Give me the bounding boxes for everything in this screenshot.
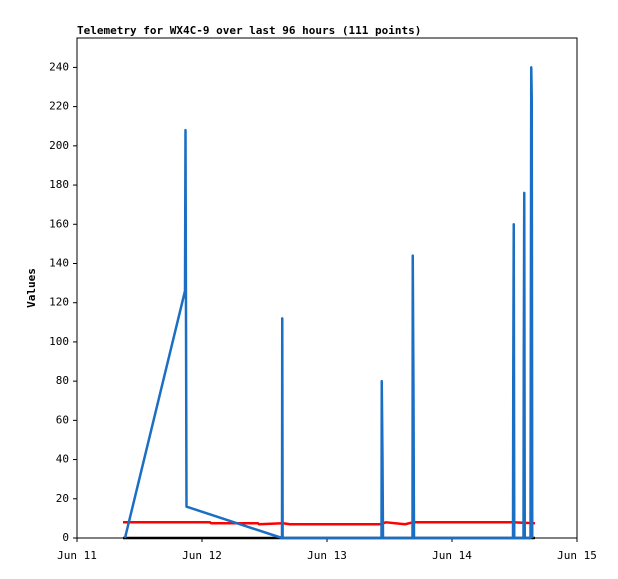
y-tick-label: 200 — [49, 139, 69, 152]
y-tick-label: 220 — [49, 100, 69, 113]
x-tick-label: Jun 11 — [57, 549, 97, 562]
x-tick-label: Jun 14 — [432, 549, 472, 562]
y-tick-label: 180 — [49, 178, 69, 191]
y-tick-label: 100 — [49, 335, 69, 348]
y-tick-label: 140 — [49, 256, 69, 269]
y-tick-label: 40 — [56, 453, 69, 466]
y-tick-label: 160 — [49, 217, 69, 230]
x-tick-label: Jun 12 — [182, 549, 222, 562]
y-tick-label: 60 — [56, 413, 69, 426]
chart-title: Telemetry for WX4C-9 over last 96 hours … — [77, 24, 421, 37]
y-tick-label: 20 — [56, 492, 69, 505]
series-line — [123, 521, 536, 526]
x-tick-label: Jun 15 — [557, 549, 597, 562]
x-tick-label: Jun 13 — [307, 549, 347, 562]
y-axis-label: Values — [25, 268, 38, 308]
y-tick-label: 240 — [49, 60, 69, 73]
y-tick-label: 120 — [49, 296, 69, 309]
plot-frame — [76, 37, 578, 539]
series-line — [123, 66, 534, 540]
y-tick-label: 80 — [56, 374, 69, 387]
y-tick-label: 0 — [62, 531, 69, 544]
